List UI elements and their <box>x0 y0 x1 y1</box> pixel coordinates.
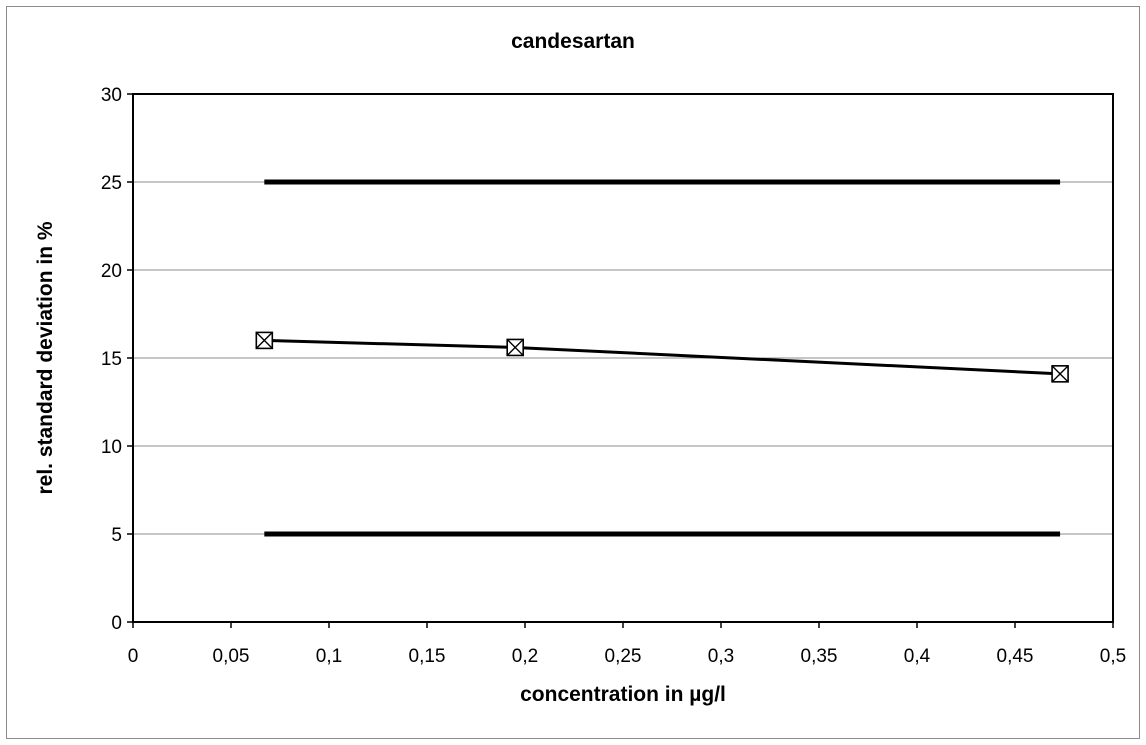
chart-frame <box>6 6 1140 739</box>
x-tick-label: 0,3 <box>708 646 734 667</box>
x-axis-label: concentration in µg/l <box>520 683 726 706</box>
series-layer <box>255 179 1069 537</box>
axes <box>127 93 1114 628</box>
y-tick-label: 15 <box>101 349 122 370</box>
data-point <box>506 338 525 357</box>
y-tick-label: 5 <box>111 525 122 546</box>
x-tick-label: 0,1 <box>316 646 342 667</box>
gridlines <box>133 181 1113 535</box>
tick-labels: 0 5 10 15 20 25 30 0 0,05 0,1 0,15 0,2 0,25 0,3 0,35 0,… <box>101 85 1126 667</box>
y-tick-label: 25 <box>101 173 122 194</box>
chart-title: candesartan <box>511 30 635 53</box>
y-tick-label: 20 <box>101 261 122 282</box>
x-tick-label: 0,5 <box>1100 646 1126 667</box>
data-point <box>255 331 274 350</box>
x-tick-label: 0,4 <box>904 646 931 667</box>
y-tick-label: 10 <box>101 437 122 458</box>
x-tick-label: 0,25 <box>605 646 642 667</box>
x-tick-label: 0,15 <box>409 646 446 667</box>
y-tick-label: 30 <box>101 85 122 106</box>
data-point-cross-b <box>255 331 273 349</box>
x-tick-label: 0,35 <box>801 646 838 667</box>
data-point-cross-b <box>1051 365 1069 383</box>
data-point-cross-b <box>506 338 524 356</box>
x-tick-label: 0,45 <box>997 646 1034 667</box>
x-tick-label: 0 <box>128 646 139 667</box>
y-tick-label: 0 <box>111 613 122 634</box>
data-point <box>1051 365 1069 383</box>
x-tick-label: 0,05 <box>213 646 250 667</box>
x-tick-label: 0,2 <box>512 646 538 667</box>
series-0-line <box>264 338 1061 376</box>
